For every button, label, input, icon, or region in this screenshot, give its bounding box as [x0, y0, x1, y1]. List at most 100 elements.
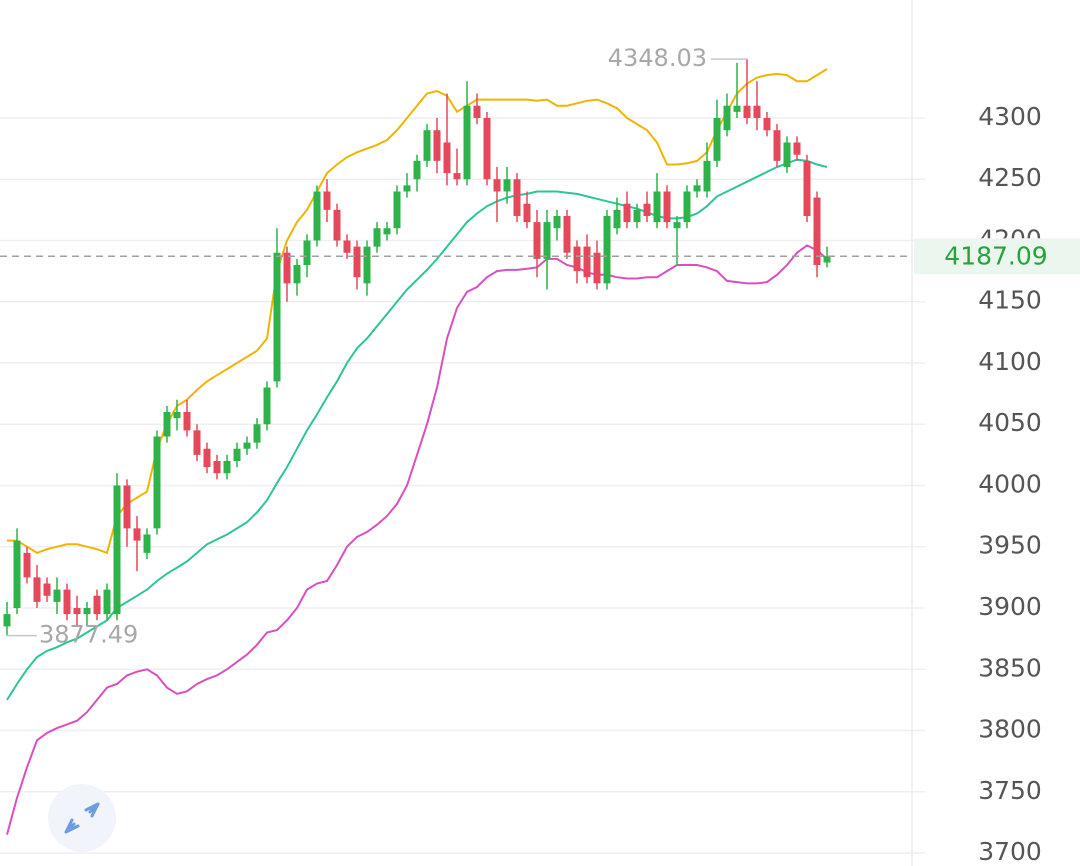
candle-body: [103, 589, 111, 615]
candle-body: [633, 209, 641, 223]
candle-body: [263, 387, 271, 425]
candle-body: [643, 203, 651, 216]
candle-body: [113, 485, 121, 615]
candle-body: [423, 130, 431, 161]
last-price-label: 4187.09: [944, 241, 1047, 270]
candle-body: [393, 191, 401, 229]
y-tick-label: 4050: [978, 408, 1042, 437]
band-line: [6, 244, 828, 835]
candle-body: [673, 222, 681, 229]
candle-body: [33, 577, 41, 602]
grid: [0, 117, 925, 854]
candle-body: [163, 411, 171, 437]
candle-body: [733, 105, 741, 112]
expand-icon[interactable]: [64, 802, 100, 834]
candle-body: [473, 105, 481, 118]
candle-body: [83, 608, 91, 615]
candle-body: [223, 460, 231, 474]
candle-body: [253, 424, 261, 443]
candle-body: [813, 197, 821, 265]
candle-body: [563, 215, 571, 253]
candle-body: [583, 246, 591, 278]
candle-body: [373, 228, 381, 247]
expand-button-bg[interactable]: [48, 784, 116, 852]
y-tick-label: 4000: [978, 469, 1042, 498]
candle-body: [623, 203, 631, 223]
candle-body: [403, 185, 411, 192]
y-tick-label: 3900: [978, 592, 1042, 621]
candle-body: [363, 246, 371, 284]
candle-body: [793, 142, 801, 155]
candle-body: [763, 117, 771, 131]
candle-body: [783, 142, 791, 167]
candle-body: [353, 246, 361, 278]
candle-body: [283, 252, 291, 284]
candle-body: [753, 105, 761, 118]
candle-body: [653, 191, 661, 223]
y-tick-label: 4250: [978, 163, 1042, 192]
candle-body: [613, 209, 621, 229]
candle-body: [293, 264, 301, 284]
y-tick-label: 3700: [978, 837, 1042, 866]
band-line: [7, 68, 828, 555]
candle-body: [723, 105, 731, 131]
y-tick-label: 3800: [978, 715, 1042, 744]
candle-body: [443, 142, 451, 174]
y-tick-label: 4150: [978, 286, 1042, 315]
candle-body: [503, 179, 511, 192]
candle-body: [123, 485, 131, 529]
candle-body: [23, 552, 31, 578]
candle-body: [183, 411, 191, 431]
candle-body: [703, 160, 711, 192]
candle-body: [213, 460, 221, 474]
overlay: 4348.03 3877.49 4187.09: [0, 44, 1080, 649]
candle-body: [53, 589, 61, 602]
candle-body: [663, 191, 671, 223]
y-tick-label: 3950: [978, 531, 1042, 560]
candle-body: [603, 215, 611, 284]
candle-body: [823, 256, 831, 263]
candle-body: [143, 534, 151, 553]
candle-body: [713, 117, 721, 161]
candle-body: [13, 540, 21, 609]
candle-body: [803, 160, 811, 216]
candle-body: [273, 252, 281, 382]
candle-body: [413, 160, 421, 180]
expand-button[interactable]: [48, 784, 116, 852]
candle-body: [173, 411, 181, 419]
candle-body: [573, 246, 581, 272]
candle-body: [193, 430, 201, 455]
low-label: 3877.49: [39, 621, 138, 649]
candle-body: [63, 589, 71, 615]
candle-body: [303, 240, 311, 265]
candle-body: [313, 191, 321, 241]
candle-body: [743, 105, 751, 118]
candle-body: [383, 228, 391, 235]
candle-body: [523, 203, 531, 223]
candle-body: [323, 191, 331, 210]
candle-body: [153, 436, 161, 529]
candle-body: [203, 448, 211, 468]
candle-body: [593, 252, 601, 284]
candle-body: [513, 179, 521, 216]
candle-body: [243, 442, 251, 449]
candle-body: [463, 105, 471, 180]
candle-body: [333, 209, 341, 241]
candle-body: [73, 608, 81, 615]
candle-body: [773, 130, 781, 161]
candle-body: [233, 448, 241, 461]
high-label: 4348.03: [608, 44, 707, 72]
candle-body: [133, 528, 141, 541]
y-tick-label: 4300: [978, 102, 1042, 131]
candle-body: [483, 117, 491, 180]
candle-body: [543, 222, 551, 259]
candle-body: [693, 185, 701, 192]
last-price-tag: [914, 238, 1080, 275]
candle-body: [553, 215, 561, 229]
y-tick-label: 4100: [978, 347, 1042, 376]
candle-body: [93, 595, 101, 615]
y-tick-label: 3750: [978, 776, 1042, 805]
y-tick-label: 3850: [978, 653, 1042, 682]
